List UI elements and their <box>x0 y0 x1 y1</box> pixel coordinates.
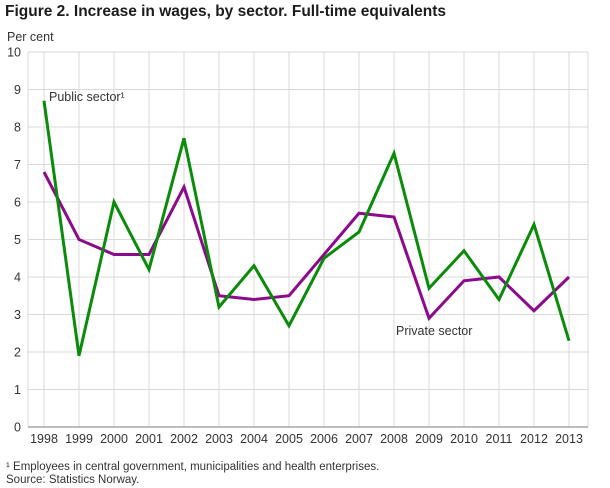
y-tick-label: 7 <box>14 158 21 172</box>
x-tick-label: 2010 <box>450 432 478 446</box>
x-tick-label: 1999 <box>65 432 93 446</box>
y-tick-label: 6 <box>14 196 21 210</box>
figure-title: Figure 2. Increase in wages, by sector. … <box>5 3 447 20</box>
y-tick-label: 3 <box>14 308 21 322</box>
x-tick-label: 2005 <box>275 432 303 446</box>
y-tick-label: 1 <box>14 383 21 397</box>
x-tick-label: 2013 <box>555 432 583 446</box>
source-note: Source: Statistics Norway. <box>6 474 140 486</box>
footnote-text: ¹ Employees in central government, munic… <box>6 461 380 473</box>
y-tick-label: 4 <box>14 271 21 285</box>
x-tick-label: 2009 <box>415 432 443 446</box>
x-tick-label: 2006 <box>310 432 338 446</box>
x-tick-label: 2001 <box>135 432 163 446</box>
x-tick-label: 2000 <box>100 432 128 446</box>
y-tick-label: 8 <box>14 121 21 135</box>
x-tick-label: 1998 <box>30 432 58 446</box>
y-tick-label: 9 <box>14 83 21 97</box>
x-tick-label: 2008 <box>380 432 408 446</box>
series-label-public-sector: Public sector¹ <box>49 90 125 104</box>
x-tick-label: 2012 <box>520 432 548 446</box>
x-tick-label: 2011 <box>486 432 513 446</box>
y-tick-label: 10 <box>7 46 21 60</box>
x-tick-label: 2002 <box>170 432 198 446</box>
x-tick-label: 2007 <box>345 432 373 446</box>
series-line-private-sector <box>42 171 571 322</box>
series-label-private-sector: Private sector <box>396 324 473 338</box>
wage-increase-line-chart: 0 1 2 3 4 5 6 7 8 9 10 1998 1999 2000 2001 2002 2003 2004… <box>7 46 589 446</box>
x-tick-label: 2004 <box>240 432 268 446</box>
y-axis-unit-label: Per cent <box>7 30 54 44</box>
y-tick-label: 2 <box>14 346 21 360</box>
series-line-public-sector <box>42 100 571 357</box>
y-tick-label: 5 <box>14 233 21 247</box>
x-tick-label: 2003 <box>205 432 233 446</box>
y-tick-label: 0 <box>14 421 21 435</box>
